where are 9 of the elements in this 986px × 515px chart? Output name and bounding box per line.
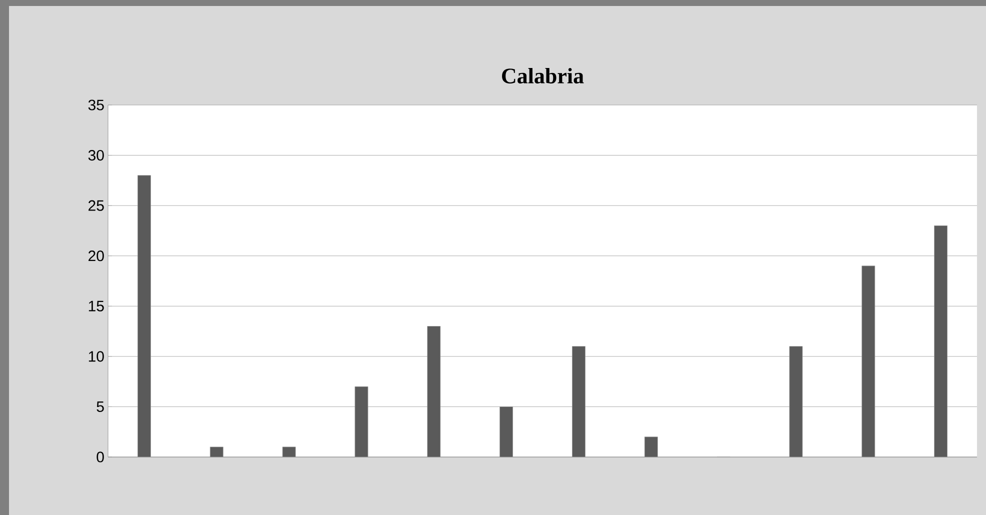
y-tick-label: 35 [88, 100, 104, 110]
y-tick-label: 0 [96, 452, 104, 462]
y-tick-label: 30 [88, 150, 104, 161]
chart-title: Calabria [502, 68, 584, 84]
y-tick-label: 5 [96, 401, 104, 412]
y-tick-label: 20 [88, 250, 104, 262]
y-tick-label: 10 [88, 351, 104, 362]
y-tick-label: 25 [88, 200, 104, 211]
y-tick-label: 15 [88, 300, 104, 312]
